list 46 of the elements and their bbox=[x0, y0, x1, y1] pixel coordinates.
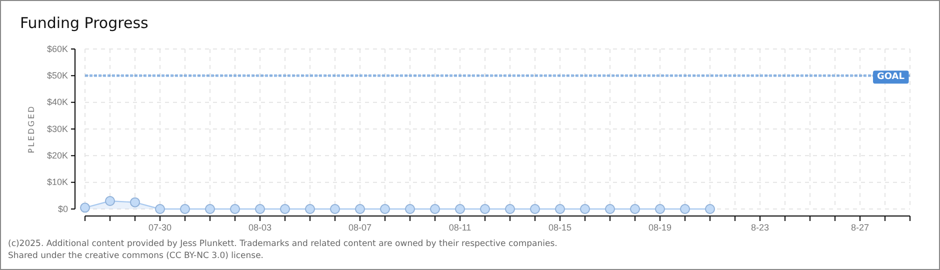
point bbox=[405, 204, 415, 214]
point bbox=[530, 204, 540, 214]
point bbox=[455, 204, 465, 214]
y-tick-label: $50K bbox=[46, 70, 68, 81]
point bbox=[630, 204, 640, 214]
point bbox=[80, 202, 90, 213]
point bbox=[205, 204, 215, 214]
point bbox=[355, 204, 365, 214]
x-tick-label: 08-19 bbox=[648, 222, 672, 232]
x-tick-label: 08-15 bbox=[548, 222, 572, 232]
y-tick-label: $40K bbox=[46, 97, 68, 108]
x-tick-label: 08-07 bbox=[348, 222, 372, 232]
text: Shared under the creative commons (CC BY-NC 3.0) license. bbox=[8, 251, 264, 261]
y-tick-label: $30K bbox=[46, 124, 68, 134]
text: (c)2025. Additional content provided by Jess Plunkett. Trademarks and related content are owned by their respective companies. bbox=[8, 239, 558, 249]
y-tick-label: $20K bbox=[46, 150, 68, 161]
point bbox=[605, 204, 615, 214]
point bbox=[255, 204, 265, 214]
y-axis-title: PLEDGED bbox=[27, 104, 36, 154]
point bbox=[655, 204, 665, 214]
point bbox=[305, 204, 315, 214]
y-tick-label: $60K bbox=[46, 44, 68, 54]
point bbox=[505, 204, 515, 214]
y-tick-label: $10K bbox=[46, 177, 68, 188]
point bbox=[680, 204, 690, 214]
point bbox=[480, 204, 490, 214]
point bbox=[330, 204, 340, 214]
point bbox=[555, 204, 565, 214]
point bbox=[280, 204, 290, 214]
point bbox=[155, 204, 165, 214]
x-tick-label: 8-23 bbox=[750, 222, 770, 232]
y-tick-label: $0 bbox=[58, 204, 68, 214]
x-tick-label: 08-03 bbox=[248, 222, 272, 232]
x-tick-label: 8-27 bbox=[850, 222, 870, 232]
point bbox=[230, 204, 240, 214]
point bbox=[705, 204, 715, 214]
point bbox=[380, 204, 390, 214]
x-tick-label: 07-30 bbox=[148, 222, 172, 232]
point bbox=[105, 196, 115, 206]
point bbox=[180, 204, 190, 214]
ref-line-label: GOAL bbox=[877, 72, 905, 82]
point bbox=[430, 204, 440, 214]
point bbox=[130, 197, 140, 208]
point bbox=[580, 204, 590, 214]
x-tick-label: 08-11 bbox=[448, 222, 472, 232]
chart-title: Funding Progress bbox=[20, 14, 149, 32]
